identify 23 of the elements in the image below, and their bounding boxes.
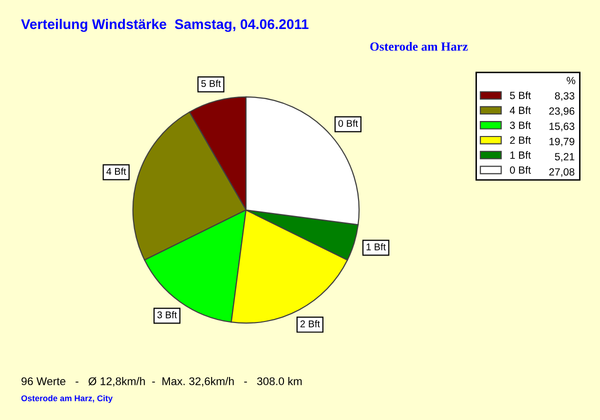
legend-label: 4 Bft	[510, 106, 531, 114]
chart-title: Verteilung Windstärke Samstag, 04.06.2011	[21, 18, 308, 32]
chart-subtitle: Osterode am Harz	[370, 42, 468, 51]
slice-label: 3 Bft	[157, 311, 177, 318]
data-label: 5,21	[554, 153, 574, 162]
legend-label: 0 Bft	[510, 166, 531, 174]
slice-label: 2 Bft	[300, 320, 320, 328]
legend-label: 3 Bft	[510, 121, 531, 129]
slice-label: 4 Bft	[106, 168, 126, 175]
legend-label: 2 Bft	[510, 136, 531, 144]
data-label: 19,79	[550, 138, 574, 146]
legend-label: 5 Bft	[510, 92, 531, 100]
data-label: 8,33	[554, 92, 574, 101]
data-label: 15,63	[550, 122, 574, 132]
text: 96 Werte - Ø 12,8km/h - Max. 32,6km/h - 308.0 km	[22, 377, 302, 386]
data-label: 23,96	[549, 107, 574, 116]
slice-label: 0 Bft	[338, 120, 358, 127]
data-label: 27,08	[549, 168, 574, 177]
legend-title: %	[566, 76, 576, 84]
text: Osterode am Harz, City	[21, 395, 113, 403]
legend-label: 1 Bft	[510, 151, 531, 159]
slice-label: 5 Bft	[201, 80, 221, 87]
slice-label: 1 Bft	[366, 243, 386, 250]
